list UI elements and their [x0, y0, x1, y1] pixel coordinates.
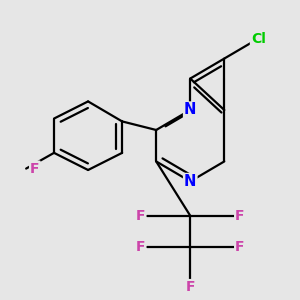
Text: F: F: [235, 209, 244, 223]
Text: F: F: [30, 162, 40, 176]
Text: F: F: [185, 280, 195, 294]
Text: F: F: [136, 209, 146, 223]
Text: N: N: [184, 174, 196, 189]
Text: F: F: [235, 240, 244, 254]
Text: Cl: Cl: [251, 32, 266, 46]
Text: N: N: [184, 103, 196, 118]
Text: F: F: [136, 240, 146, 254]
